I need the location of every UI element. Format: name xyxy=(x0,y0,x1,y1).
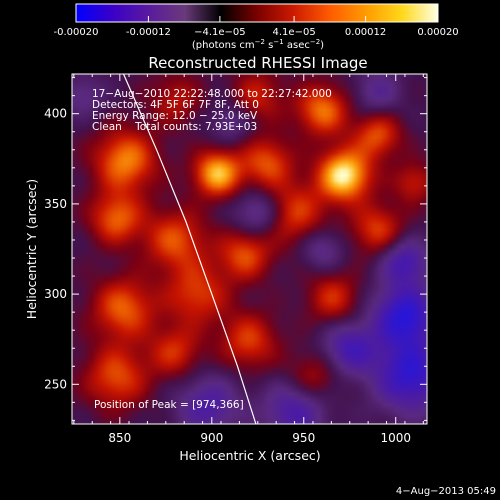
x-axis-label: Heliocentric X (arcsec) xyxy=(179,448,320,463)
info-detectors: Detectors: 4F 5F 6F 7F 8F, Att 0 xyxy=(92,99,259,111)
colorbar-tick-label: 0.00012 xyxy=(345,27,386,38)
peak-position-label: Position of Peak = [974,366] xyxy=(94,399,244,411)
colorbar-tick-label: 4.1e−05 xyxy=(273,27,316,38)
y-tick-label: 350 xyxy=(44,197,67,211)
y-tick-label: 300 xyxy=(44,287,67,301)
colorbar-tick-label: -0.00012 xyxy=(126,27,171,38)
colorbar-bar xyxy=(75,3,439,23)
colorbar: -0.00020 -0.00012 −4.1e−05 4.1e−05 0.00012 0.… xyxy=(54,3,459,51)
x-tick-label: 850 xyxy=(108,431,131,445)
generation-timestamp: 4−Aug−2013 05:49 xyxy=(396,486,496,497)
colorbar-tick-label: -0.00020 xyxy=(54,27,99,38)
chart-title: Reconstructed RHESSI Image xyxy=(148,54,367,72)
heatmap-image xyxy=(72,74,427,424)
info-energy-range: Energy Range: 12.0 − 25.0 keV xyxy=(92,110,258,122)
x-tick-label: 950 xyxy=(292,431,315,445)
x-axis-ticks: 850 900 950 1000 xyxy=(73,74,424,445)
colorbar-units: (photons cm−2 s−1 asec−2) xyxy=(192,38,324,51)
solar-limb-line xyxy=(122,74,257,424)
colorbar-tick-labels: -0.00020 -0.00012 −4.1e−05 4.1e−05 0.00012 0.… xyxy=(54,27,459,38)
observation-info: 17−Aug−2010 22:22:48.000 to 22:27:42.000… xyxy=(92,88,332,133)
info-time-range: 17−Aug−2010 22:22:48.000 to 22:27:42.000 xyxy=(92,88,332,100)
y-tick-label: 250 xyxy=(44,377,67,391)
y-axis-label: Heliocentric Y (arcsec) xyxy=(24,179,39,319)
colorbar-tick-label: −4.1e−05 xyxy=(194,27,246,38)
info-total-counts: Clean Total counts: 7.93E+03 xyxy=(92,121,257,133)
y-axis-ticks: 250 300 350 400 xyxy=(44,77,427,421)
colorbar-tick-label: 0.00020 xyxy=(417,27,458,38)
plot-area xyxy=(72,74,427,424)
colorbar-ticks xyxy=(75,16,439,22)
y-tick-label: 400 xyxy=(44,107,67,121)
plot-frame xyxy=(71,73,428,425)
x-tick-label: 1000 xyxy=(380,431,411,445)
x-tick-label: 900 xyxy=(200,431,223,445)
